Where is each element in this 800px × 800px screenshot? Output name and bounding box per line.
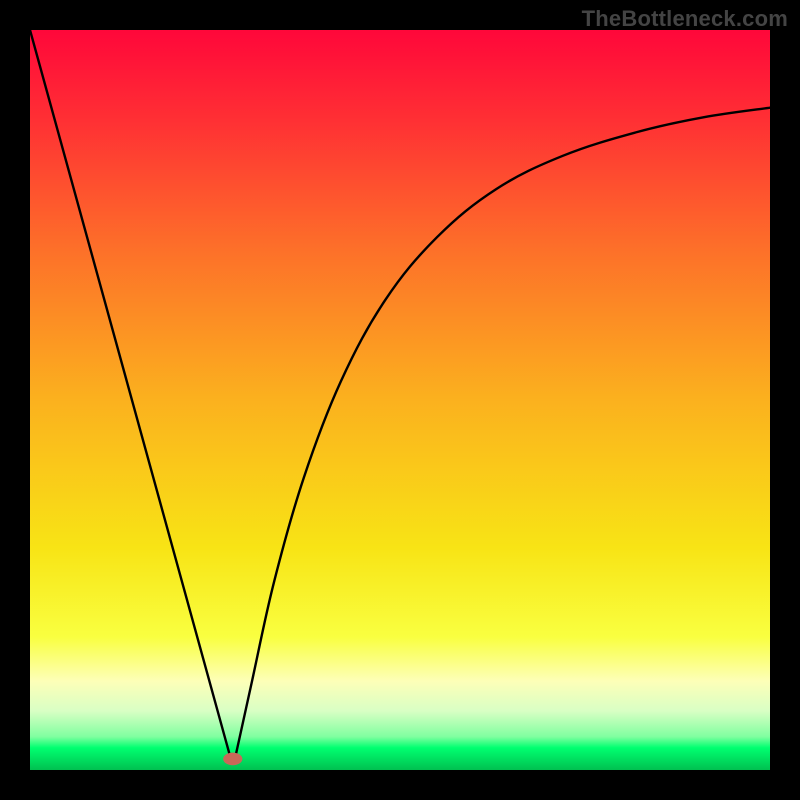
chart-container: [0, 0, 800, 800]
bottleneck-chart: [0, 0, 800, 800]
plot-background-gradient: [30, 30, 770, 770]
minimum-marker: [223, 753, 242, 766]
watermark: TheBottleneck.com: [582, 6, 788, 32]
